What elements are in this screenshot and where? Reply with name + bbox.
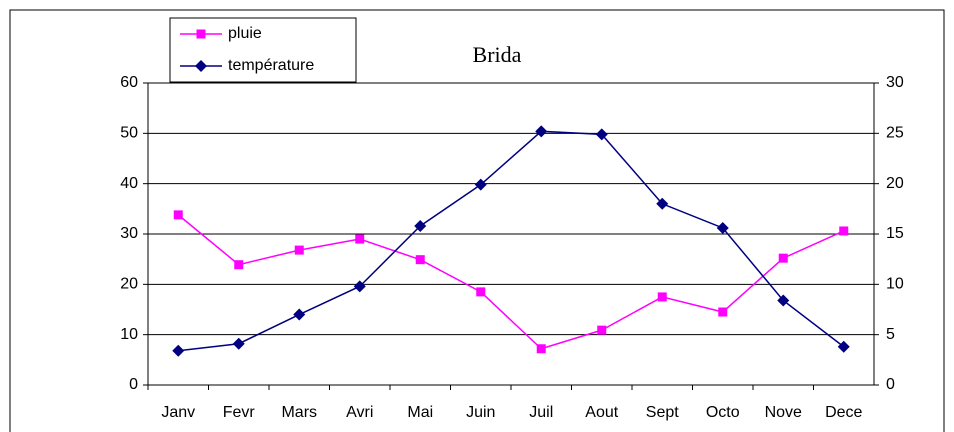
series-marker xyxy=(414,219,427,232)
x-tick-label: Nove xyxy=(765,404,802,421)
x-tick-label: Fevr xyxy=(223,404,256,421)
series-line xyxy=(178,130,845,352)
series-marker xyxy=(293,308,306,321)
series-marker xyxy=(172,344,185,357)
x-tick-label: Mai xyxy=(407,404,433,421)
series-marker xyxy=(415,255,425,265)
x-tick-label: Janv xyxy=(161,404,195,421)
y2-tick-label: 25 xyxy=(886,125,904,142)
legend-marker xyxy=(195,60,207,72)
series-marker xyxy=(353,280,366,293)
y-tick-label: 0 xyxy=(129,376,138,393)
legend-marker xyxy=(196,29,206,39)
legend-label: pluie xyxy=(228,25,262,42)
series-marker xyxy=(839,226,849,236)
series-marker xyxy=(536,344,546,354)
series-marker xyxy=(232,337,245,350)
series-marker xyxy=(294,245,304,255)
series-marker xyxy=(657,292,667,302)
y2-tick-label: 20 xyxy=(886,175,904,192)
series-marker xyxy=(476,287,486,297)
y-tick-label: 60 xyxy=(120,74,138,91)
y2-tick-label: 15 xyxy=(886,225,904,242)
x-tick-label: Sept xyxy=(646,404,679,421)
y2-tick-label: 30 xyxy=(886,74,904,91)
legend-label: température xyxy=(228,57,314,74)
series-line xyxy=(177,214,845,350)
x-tick-label: Dece xyxy=(825,404,862,421)
series-marker xyxy=(355,234,365,244)
x-tick-label: Octo xyxy=(706,404,740,421)
series-marker xyxy=(718,307,728,317)
series-marker xyxy=(656,197,669,210)
x-tick-label: Avri xyxy=(346,404,373,421)
chart-border xyxy=(9,9,945,432)
series-marker xyxy=(535,125,548,138)
y-tick-label: 10 xyxy=(120,326,138,343)
x-tick-label: Mars xyxy=(281,404,317,421)
x-tick-label: Juil xyxy=(529,404,553,421)
series-marker xyxy=(173,210,183,220)
y2-tick-label: 5 xyxy=(886,326,895,343)
series-marker xyxy=(234,260,244,270)
y-tick-label: 40 xyxy=(120,175,138,192)
y-tick-label: 20 xyxy=(120,276,138,293)
y2-tick-label: 0 xyxy=(886,376,895,393)
series-marker xyxy=(716,221,729,234)
series-marker xyxy=(837,340,850,353)
y-tick-label: 30 xyxy=(120,225,138,242)
y2-tick-label: 10 xyxy=(886,276,904,293)
x-tick-label: Juin xyxy=(466,404,495,421)
series-marker xyxy=(474,178,487,191)
series-marker xyxy=(778,253,788,263)
series-marker xyxy=(777,294,790,307)
y-tick-label: 50 xyxy=(120,125,138,142)
chart-title: Brida xyxy=(473,42,522,67)
series-marker xyxy=(595,128,608,141)
series-marker xyxy=(597,325,607,335)
x-tick-label: Aout xyxy=(585,404,618,421)
